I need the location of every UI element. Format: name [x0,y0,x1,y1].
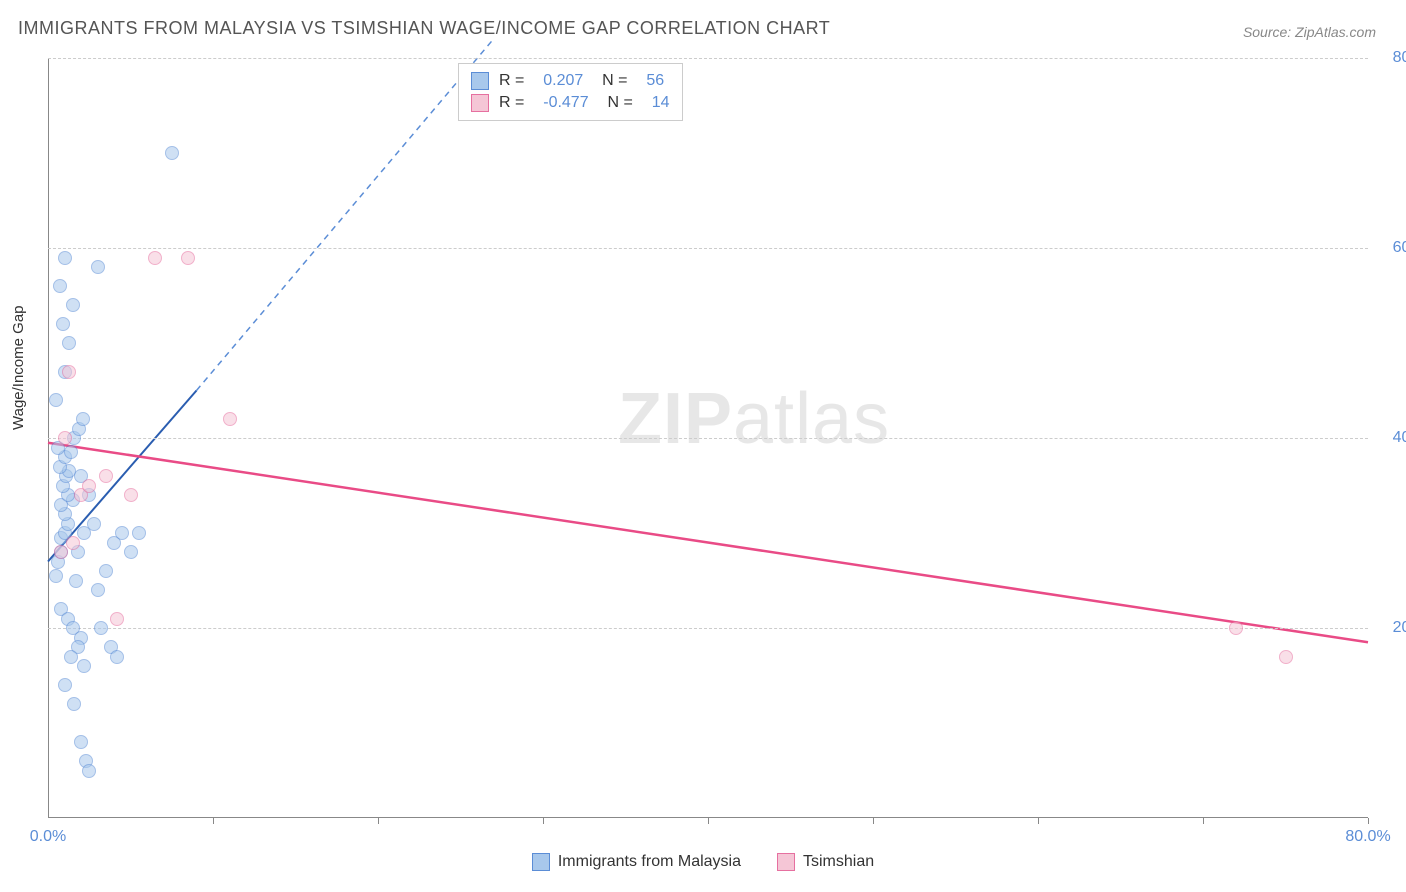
data-point-tsimshian [1279,650,1293,664]
data-point-tsimshian [54,545,68,559]
data-point-malaysia [165,146,179,160]
stat-r-label: R = [499,94,533,112]
stat-row-tsimshian: R = -0.477 N = 14 [471,92,670,114]
data-point-malaysia [64,650,78,664]
series-legend: Immigrants from Malaysia Tsimshian [0,853,1406,876]
gridline [48,628,1368,629]
data-point-malaysia [99,564,113,578]
source-label: Source: ZipAtlas.com [1243,24,1376,40]
data-point-malaysia [115,526,129,540]
swatch-icon [777,853,795,871]
x-tick [873,818,874,824]
data-point-tsimshian [1229,621,1243,635]
legend-item: Tsimshian [777,853,874,871]
x-tick [1038,818,1039,824]
gridline [48,248,1368,249]
data-point-malaysia [110,650,124,664]
data-point-tsimshian [62,365,76,379]
swatch-icon [471,72,489,90]
chart-title: IMMIGRANTS FROM MALAYSIA VS TSIMSHIAN WA… [18,18,830,39]
data-point-malaysia [64,445,78,459]
stat-row-malaysia: R = 0.207 N = 56 [471,70,670,92]
data-point-tsimshian [82,479,96,493]
data-point-tsimshian [223,412,237,426]
chart-plot-area: ZIPatlas R = 0.207 N = 56R = -0.477 N = … [48,58,1368,818]
data-point-tsimshian [66,536,80,550]
y-tick-label: 40.0% [1393,429,1406,447]
data-point-malaysia [82,764,96,778]
data-point-malaysia [76,412,90,426]
swatch-icon [532,853,550,871]
data-point-malaysia [77,659,91,673]
data-point-malaysia [58,251,72,265]
data-point-tsimshian [58,431,72,445]
stat-legend-box: R = 0.207 N = 56R = -0.477 N = 14 [458,63,683,121]
x-tick [708,818,709,824]
x-tick [543,818,544,824]
stat-n-value: 56 [646,72,664,90]
y-tick-label: 80.0% [1393,49,1406,67]
x-tick [378,818,379,824]
trend-line [48,443,1368,643]
stat-r-value: 0.207 [543,72,583,90]
legend-item: Immigrants from Malaysia [532,853,741,871]
stat-r-label: R = [499,72,533,90]
data-point-tsimshian [99,469,113,483]
data-point-tsimshian [181,251,195,265]
y-axis-label: Wage/Income Gap [10,305,27,430]
data-point-malaysia [53,279,67,293]
y-tick-label: 60.0% [1393,239,1406,257]
data-point-malaysia [67,697,81,711]
legend-label: Immigrants from Malaysia [558,853,741,871]
swatch-icon [471,94,489,112]
stat-n-label: N = [593,72,636,90]
x-tick [1368,818,1369,824]
x-tick-label: 0.0% [30,828,66,846]
x-tick [213,818,214,824]
stat-r-value: -0.477 [543,94,588,112]
data-point-malaysia [94,621,108,635]
data-point-malaysia [66,298,80,312]
data-point-malaysia [91,583,105,597]
x-tick-label: 80.0% [1345,828,1390,846]
gridline [48,58,1368,59]
x-tick [1203,818,1204,824]
data-point-tsimshian [124,488,138,502]
data-point-malaysia [69,574,83,588]
legend-label: Tsimshian [803,853,874,871]
data-point-malaysia [91,260,105,274]
stat-n-label: N = [599,94,642,112]
data-point-malaysia [49,569,63,583]
stat-n-value: 14 [652,94,670,112]
gridline [48,438,1368,439]
data-point-malaysia [56,317,70,331]
data-point-malaysia [87,517,101,531]
data-point-tsimshian [110,612,124,626]
trend-line [197,39,494,391]
y-tick-label: 20.0% [1393,619,1406,637]
data-point-malaysia [62,336,76,350]
data-point-malaysia [58,678,72,692]
data-point-malaysia [132,526,146,540]
data-point-tsimshian [148,251,162,265]
data-point-malaysia [74,735,88,749]
data-point-malaysia [124,545,138,559]
data-point-malaysia [49,393,63,407]
